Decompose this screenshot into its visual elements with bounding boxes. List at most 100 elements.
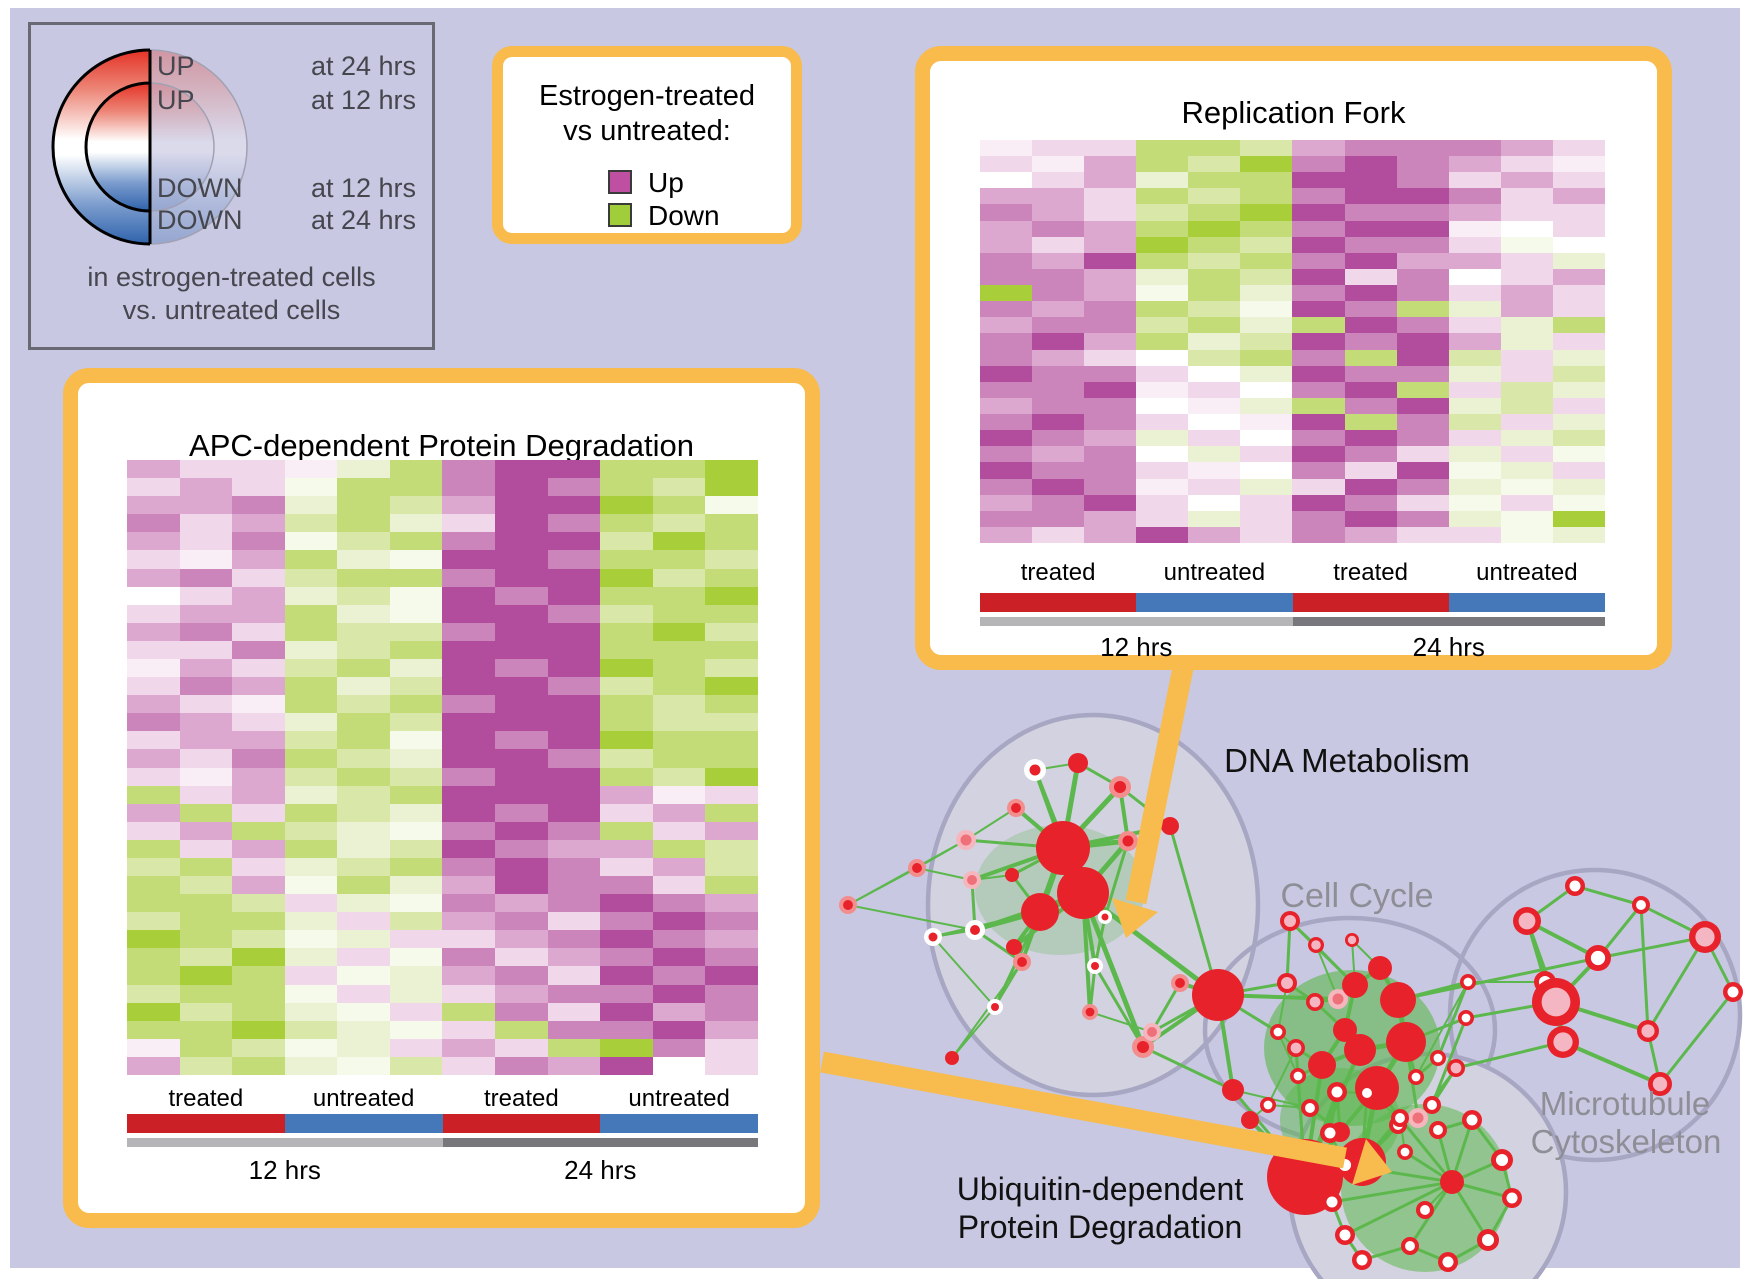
heatmap-cell [1032, 220, 1085, 237]
heatmap-cell [652, 622, 706, 641]
heatmap-cell [232, 749, 285, 768]
heatmap-cell [179, 532, 233, 551]
heatmap-cell [1448, 285, 1501, 302]
heatmap-cell [495, 1056, 548, 1075]
heatmap-cell [547, 568, 601, 587]
heatmap-cell [547, 514, 601, 533]
heatmap-cell [389, 785, 443, 804]
heatmap-cell [1084, 317, 1137, 334]
heatmap-cell [652, 677, 706, 696]
heatmap-cell [495, 496, 548, 515]
heatmap-cell [337, 857, 390, 877]
group-label: treated [1333, 559, 1408, 586]
heatmap-cell [705, 912, 758, 931]
heatmap-cell [232, 912, 285, 931]
heatmap-cell [127, 984, 180, 1003]
heatmap-cell [442, 568, 496, 587]
heatmap-cell [442, 803, 496, 822]
heatmap-cell [1084, 204, 1137, 221]
heatmap-cell [1136, 204, 1189, 221]
heatmap-cell [705, 876, 758, 895]
group-label: treated [1020, 559, 1096, 586]
heatmap-cell [232, 767, 285, 786]
heatmap-cell [179, 695, 233, 714]
heatmap-cell [179, 876, 233, 895]
heatmap-cell [705, 478, 758, 497]
heatmap-cell [1136, 349, 1189, 366]
heatmap-cell [1500, 397, 1553, 415]
heatmap-cell [1448, 349, 1501, 366]
heatmap-cell [127, 1002, 180, 1021]
heatmap-cell [652, 876, 706, 895]
heatmap-cell [337, 930, 390, 949]
heatmap-cell [705, 514, 758, 533]
heatmap-cell [389, 1020, 443, 1039]
heatmap-cell [127, 460, 180, 479]
heatmap-cell [1240, 285, 1293, 302]
heatmap-cell [389, 1038, 443, 1057]
heatmap-cell [232, 984, 285, 1003]
heatmap-cell [600, 677, 653, 696]
heatmap-cell [600, 948, 653, 967]
heatmap-cell [127, 550, 180, 569]
heatmap-cell [442, 532, 496, 551]
heatmap-cell [1292, 397, 1345, 415]
heatmap-cell [1396, 188, 1449, 205]
heatmap-cell [179, 677, 233, 696]
heatmap-cell [1500, 252, 1553, 269]
group-label: untreated [312, 1085, 415, 1112]
heatmap-cell [1240, 252, 1293, 269]
heatmap-cell [495, 876, 548, 895]
heatmap-cell [1136, 317, 1189, 334]
heatmap-cell [1344, 446, 1397, 463]
heatmap-cell [284, 586, 338, 605]
heatmap-cell [600, 1038, 653, 1057]
heatmap-cell [495, 966, 548, 985]
heatmap-cell [600, 1056, 653, 1075]
heatmap-cell [1500, 446, 1553, 463]
heatmap-cell [652, 821, 706, 840]
heatmap-cell [600, 1002, 653, 1021]
heatmap-cell [1136, 494, 1189, 511]
heatmap-cell [652, 966, 706, 985]
heatmap-cell [127, 876, 180, 895]
heatmap-cell [495, 478, 548, 497]
heatmap-cell [1292, 478, 1345, 495]
heatmap-cell [179, 496, 233, 515]
heatmap-cell [547, 839, 601, 858]
heatmap-cell [705, 586, 758, 605]
heatmap-cell [179, 731, 233, 750]
heatmap-cell [547, 749, 601, 768]
group-label: untreated [1163, 559, 1266, 586]
heatmap-cell [600, 857, 653, 877]
heatmap-cell [1188, 268, 1241, 286]
heatmap-cell [600, 930, 653, 949]
heatmap-cell [232, 803, 285, 822]
heatmap-cell [1344, 285, 1397, 302]
heatmap-cell [1552, 526, 1605, 543]
heatmap-cell [127, 713, 180, 732]
heatmap-cell [1188, 381, 1241, 398]
heatmap-cell [1084, 333, 1137, 350]
heatmap-cell [232, 550, 285, 569]
heatmap-cell [705, 640, 758, 659]
heatmap-cell [337, 731, 390, 750]
heatmap-cell [389, 821, 443, 840]
heatmap-cell [705, 677, 758, 696]
heatmap-cell [705, 496, 758, 515]
heatmap-cell [284, 658, 338, 678]
heatmap-cell [547, 731, 601, 750]
heatmap-cell [442, 658, 496, 678]
heatmap-cell [1500, 478, 1553, 495]
down-swatch [608, 203, 632, 227]
heatmap-cell [337, 966, 390, 985]
heatmap-cell [1240, 236, 1293, 253]
heatmap-cell [1240, 414, 1293, 431]
heatmap-cell [389, 496, 443, 515]
heatmap-cell [284, 731, 338, 750]
heatmap-cell [1396, 349, 1449, 366]
heatmap-cell [1396, 446, 1449, 463]
heatmap-cell [1240, 268, 1293, 286]
heatmap-cell [1500, 156, 1553, 173]
heatmap-cell [127, 1038, 180, 1057]
